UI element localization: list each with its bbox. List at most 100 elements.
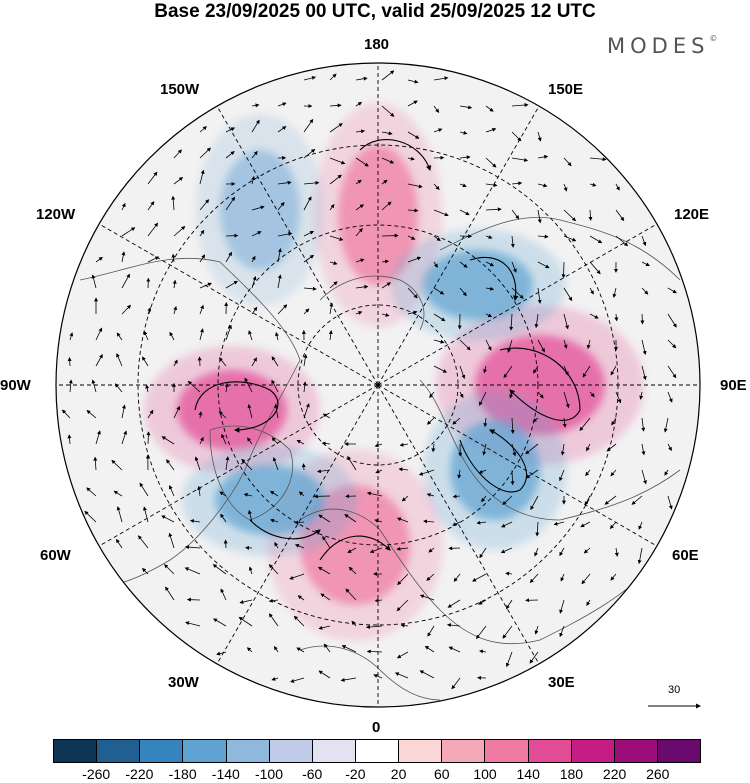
- wind-vector: [433, 287, 445, 295]
- wind-vector: [641, 261, 650, 267]
- wind-vector: [316, 469, 331, 474]
- wind-vector: [271, 437, 279, 445]
- wind-vector: [537, 154, 549, 159]
- wind-vector: [91, 274, 97, 289]
- wind-vector: [537, 234, 549, 239]
- wind-vector: [365, 624, 383, 629]
- wind-vector: [396, 517, 409, 523]
- wind-vector: [663, 417, 669, 433]
- wind-vector: [199, 169, 205, 185]
- wind-vector: [277, 274, 282, 289]
- wind-vector: [500, 547, 513, 554]
- wind-vector: [585, 469, 591, 477]
- wind-vector: [347, 547, 357, 553]
- wind-vector: [270, 518, 279, 523]
- wind-vector: [525, 443, 539, 455]
- wind-vector: [366, 649, 383, 654]
- wind-vector: [641, 287, 649, 295]
- wind-vector: [502, 495, 513, 506]
- wind-vector: [534, 313, 539, 329]
- wind-vector: [381, 312, 390, 317]
- wind-vector: [529, 573, 539, 584]
- wind-vector: [433, 183, 440, 191]
- wind-vector: [583, 547, 591, 554]
- wind-vector: [407, 100, 418, 107]
- wind-vector: [328, 330, 333, 341]
- lon-label-right: 90E: [720, 377, 747, 394]
- wind-vector: [563, 157, 572, 167]
- wind-vector: [277, 232, 293, 237]
- wind-vector: [510, 235, 515, 248]
- wind-vector: [638, 521, 643, 530]
- wind-vector: [329, 123, 343, 133]
- anomaly-layer: [144, 103, 644, 641]
- wind-vector: [173, 359, 178, 367]
- wind-vector: [86, 409, 97, 419]
- wind-vector: [168, 532, 175, 549]
- wind-vector: [433, 365, 448, 373]
- wind-vector: [433, 235, 441, 242]
- wind-vector: [424, 645, 435, 653]
- wind-vector: [446, 623, 461, 628]
- colorbar-tick-label: 60: [434, 766, 450, 782]
- meridian-line: [377, 223, 658, 386]
- wind-vector: [563, 209, 577, 222]
- wind-vector: [381, 259, 390, 264]
- wind-vector: [303, 403, 310, 419]
- wind-vector: [238, 616, 253, 627]
- wind-vector: [426, 573, 435, 581]
- wind-vector: [375, 469, 383, 474]
- wind-vector: [271, 379, 279, 393]
- wind-vector: [509, 313, 514, 331]
- colorbar-swatch: [442, 740, 486, 762]
- wind-vector: [610, 573, 617, 581]
- wind-vector: [667, 391, 673, 403]
- wind-vector: [559, 599, 565, 614]
- wind-vector: [407, 235, 416, 240]
- wind-vector: [296, 647, 305, 653]
- wind-vector: [582, 365, 591, 378]
- wind-vector: [277, 102, 287, 107]
- wind-vector: [297, 595, 305, 601]
- wind-vector: [303, 196, 312, 211]
- wind-vector: [251, 231, 262, 237]
- wind-vector: [586, 339, 591, 350]
- wind-vector: [289, 573, 305, 580]
- wind-vector: [344, 514, 357, 523]
- colorbar-tick-label: 20: [390, 766, 407, 782]
- wind-vector: [485, 339, 492, 351]
- wind-vector: [459, 130, 468, 135]
- wind-vector: [303, 286, 317, 291]
- wind-vector: [268, 598, 279, 603]
- wind-vector: [199, 229, 205, 237]
- wind-vector: [251, 205, 265, 211]
- lon-label-top: 180: [364, 36, 390, 53]
- wind-vector: [459, 105, 473, 110]
- wind-vector: [433, 261, 438, 268]
- wind-vector: [268, 564, 279, 575]
- colorbar-swatch: [399, 740, 443, 762]
- wind-vector: [664, 469, 669, 476]
- wind-vector: [641, 339, 647, 356]
- wind-vector: [199, 254, 206, 263]
- wind-vector: [615, 209, 625, 222]
- meridian-line: [98, 384, 379, 547]
- wind-vector: [537, 339, 545, 353]
- wind-vector: [67, 434, 72, 445]
- wind-vector: [667, 313, 677, 328]
- wind-vector: [121, 202, 126, 211]
- wind-vector: [247, 437, 253, 445]
- wind-vector: [478, 469, 487, 474]
- wind-vector: [166, 459, 175, 471]
- wind-vector: [320, 593, 331, 601]
- wind-vector: [248, 566, 253, 575]
- wind-vector: [426, 493, 435, 497]
- wind-vector: [322, 413, 331, 419]
- wind-vector: [610, 469, 617, 477]
- wind-vector: [381, 105, 395, 117]
- wind-vector: [274, 403, 279, 419]
- wind-vector: [485, 313, 493, 318]
- wind-vector: [199, 328, 204, 341]
- wind-vector: [459, 209, 470, 216]
- wind-vector: [563, 287, 573, 302]
